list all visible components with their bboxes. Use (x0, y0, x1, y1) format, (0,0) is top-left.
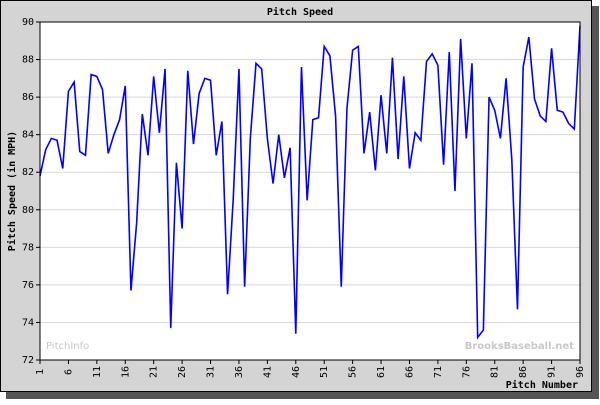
x-tick-label: 36 (234, 366, 245, 378)
x-tick-label: 61 (376, 366, 387, 378)
watermark: PitchInfo (46, 341, 89, 352)
line (39, 25, 581, 340)
x-tick-label: 11 (92, 366, 103, 378)
y-tick-label: 72 (22, 355, 34, 366)
x-tick-label: 26 (177, 366, 188, 378)
y-tick-label: 88 (22, 55, 34, 66)
plot-area (39, 21, 581, 361)
x-tick-label: 96 (575, 366, 586, 378)
x-tick-label: 31 (206, 366, 217, 378)
x-tick-label: 21 (149, 366, 160, 378)
y-tick-label: 82 (22, 167, 34, 178)
y-tick-label: 84 (22, 130, 34, 141)
x-tick-label: 1 (35, 369, 46, 375)
x-tick-label: 46 (291, 366, 302, 378)
x-tick-label: 81 (490, 366, 501, 378)
y-tick-label: 80 (22, 205, 34, 216)
x-tick-label: 6 (63, 369, 74, 375)
x-tick-label: 91 (547, 366, 558, 378)
x-axis-label: Pitch Number (506, 379, 578, 391)
y-tick-label: 86 (22, 92, 34, 103)
x-tick-label: 66 (404, 366, 415, 378)
plot-border (39, 21, 581, 361)
x-tick-label: 71 (433, 366, 444, 378)
y-tick-label: 78 (22, 242, 34, 253)
y-tick-label: 74 (22, 317, 34, 328)
x-tick-label: 76 (461, 366, 472, 378)
y-axis-label: Pitch Speed (in MPH) (6, 131, 18, 251)
y-tick-label: 76 (22, 280, 34, 291)
x-tick-label: 51 (319, 366, 330, 378)
watermark: BrooksBaseball.net (465, 341, 574, 352)
x-tick-label: 86 (518, 366, 529, 378)
chart-title: Pitch Speed (267, 6, 333, 18)
x-tick-label: 56 (348, 366, 359, 378)
x-tick-label: 16 (120, 366, 131, 378)
y-tick-label: 90 (22, 17, 34, 28)
x-tick-label: 41 (262, 366, 273, 378)
